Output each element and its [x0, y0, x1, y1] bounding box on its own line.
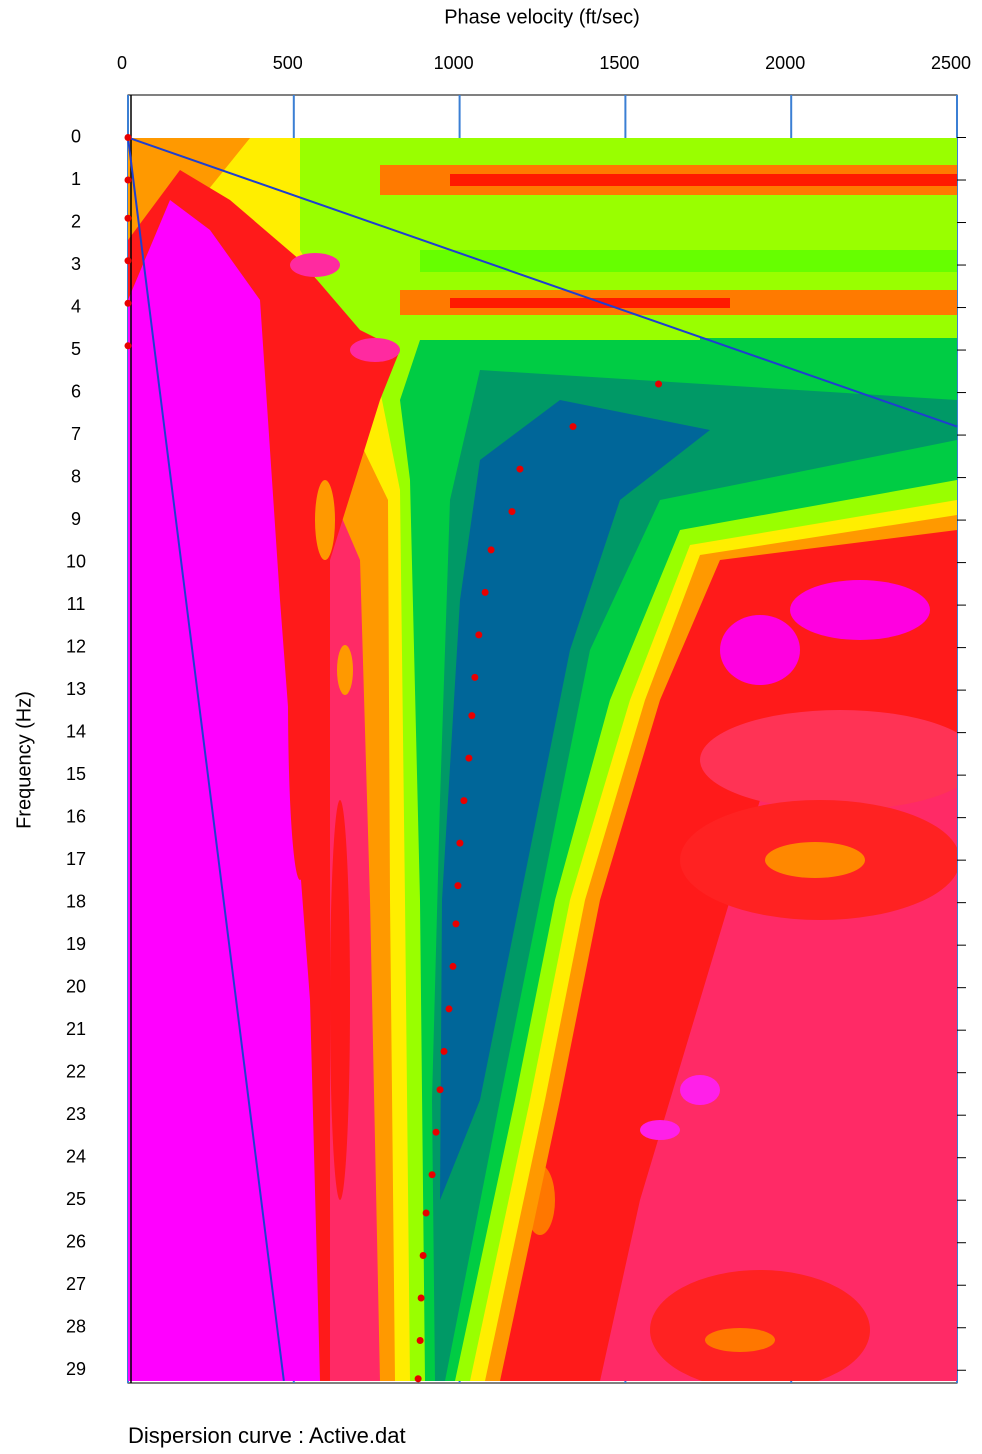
dispersion-point — [465, 754, 473, 762]
y-tick-label: 10 — [66, 551, 86, 571]
x-axis-title: Phase velocity (ft/sec) — [444, 6, 640, 28]
y-tick-label: 9 — [71, 509, 81, 529]
dispersion-point — [414, 1375, 422, 1383]
y-tick-label: 25 — [66, 1189, 86, 1209]
heatmap-region — [790, 580, 930, 640]
y-tick-label: 14 — [66, 721, 86, 741]
heatmap-region — [288, 520, 312, 880]
y-tick-label: 29 — [66, 1359, 86, 1379]
y-tick-label: 23 — [66, 1104, 86, 1124]
x-tick-label: 1000 — [434, 53, 474, 73]
heatmap-region — [420, 250, 957, 272]
y-tick-label: 8 — [71, 466, 81, 486]
y-tick-label: 7 — [71, 424, 81, 444]
dispersion-point — [419, 1251, 427, 1259]
dispersion-point — [445, 1005, 453, 1013]
dispersion-point — [436, 1086, 444, 1094]
y-tick-label: 3 — [71, 254, 81, 274]
heatmap-region — [450, 298, 730, 308]
dispersion-point — [432, 1128, 440, 1136]
x-tick-label: 2000 — [765, 53, 805, 73]
dispersion-point — [416, 1336, 424, 1344]
y-tick-label: 27 — [66, 1274, 86, 1294]
x-tick-label: 500 — [273, 53, 303, 73]
dispersion-point — [124, 342, 132, 350]
heatmap-region — [650, 1270, 870, 1381]
dispersion-point — [440, 1047, 448, 1055]
dispersion-point — [428, 1171, 436, 1179]
y-tick-label: 4 — [71, 296, 81, 316]
dispersion-point — [422, 1209, 430, 1217]
y-tick-label: 15 — [66, 764, 86, 784]
heatmap-region — [640, 1120, 680, 1140]
heatmap-region — [450, 174, 957, 186]
heatmap-region — [128, 200, 320, 1381]
heatmap-region — [700, 338, 957, 360]
heatmap-region — [330, 800, 350, 1200]
y-tick-label: 20 — [66, 976, 86, 996]
y-tick-label: 0 — [71, 126, 81, 146]
y-tick-label: 21 — [66, 1019, 86, 1039]
heatmap-region — [720, 615, 800, 685]
dispersion-point — [508, 508, 516, 516]
y-tick-label: 19 — [66, 934, 86, 954]
heatmap-region — [705, 1328, 775, 1352]
heatmap-region — [700, 710, 957, 810]
reference-line — [127, 137, 285, 1381]
y-tick-label: 13 — [66, 679, 86, 699]
dispersion-point — [468, 712, 476, 720]
y-tick-label: 24 — [66, 1146, 86, 1166]
x-tick-label: 2500 — [931, 53, 971, 73]
y-tick-label: 1 — [71, 169, 81, 189]
y-tick-label: 11 — [67, 594, 86, 614]
dispersion-point — [124, 299, 132, 307]
y-tick-label: 17 — [66, 849, 86, 869]
heatmap-region — [350, 338, 400, 362]
dispersion-point — [124, 257, 132, 265]
y-tick-label: 26 — [66, 1231, 86, 1251]
dispersion-point — [452, 920, 460, 928]
dispersion-point — [516, 465, 524, 473]
x-tick-label: 0 — [117, 53, 127, 73]
y-tick-label: 28 — [66, 1316, 86, 1336]
dispersion-point — [124, 176, 132, 184]
heatmap — [128, 138, 957, 1381]
dispersion-point — [471, 673, 479, 681]
dispersion-point — [655, 380, 663, 388]
dispersion-point — [475, 631, 483, 639]
x-tick-label: 1500 — [599, 53, 639, 73]
y-tick-label: 16 — [66, 806, 86, 826]
y-tick-label: 18 — [66, 891, 86, 911]
y-axis-title: Frequency (Hz) — [13, 691, 35, 829]
heatmap-region — [315, 480, 335, 560]
y-tick-label: 5 — [71, 339, 81, 359]
heatmap-region — [440, 400, 710, 1200]
heatmap-region — [765, 842, 865, 878]
dispersion-point — [460, 797, 468, 805]
overlay — [124, 134, 966, 1383]
dispersion-point — [487, 546, 495, 554]
dispersion-point — [124, 214, 132, 222]
y-tick-label: 2 — [71, 211, 81, 231]
heatmap-region — [290, 253, 340, 277]
dispersion-point — [454, 882, 462, 890]
dispersion-point — [456, 839, 464, 847]
y-tick-label: 6 — [71, 381, 81, 401]
dispersion-point — [449, 962, 457, 970]
footer: Dispersion curve : Active.dat — [128, 1423, 406, 1448]
y-tick-label: 12 — [66, 636, 86, 656]
dispersion-point — [569, 423, 577, 431]
dispersion-point — [417, 1294, 425, 1302]
dispersion-point — [124, 134, 132, 142]
y-tick-label: 22 — [66, 1061, 86, 1081]
reference-line — [127, 136, 958, 428]
heatmap-region — [680, 1075, 720, 1105]
dispersion-point — [481, 588, 489, 596]
heatmap-region — [337, 645, 353, 695]
